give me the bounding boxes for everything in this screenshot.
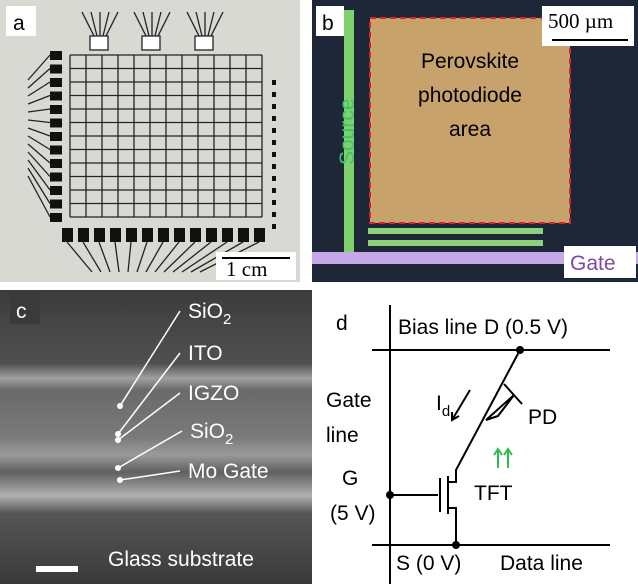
pad (110, 228, 121, 242)
pad (50, 65, 62, 74)
pad (142, 228, 153, 242)
leader-dot (117, 403, 123, 409)
layer-base: Mo Gate (188, 460, 269, 483)
panel-label: d (336, 312, 348, 335)
gate-voltage: (5 V) (330, 502, 376, 525)
pad (238, 228, 249, 242)
panel-label: a (13, 12, 25, 35)
pad (272, 128, 276, 133)
sem-image (0, 290, 312, 584)
figure: a 1 cm b 500 µm Perovskite photodiode area… (0, 0, 638, 584)
layer-label: Mo Gate (188, 460, 269, 483)
pad (50, 213, 62, 222)
current-arrow (452, 390, 470, 420)
pad (50, 146, 62, 155)
scale-label: 500 µm (548, 9, 613, 33)
pad (272, 80, 276, 85)
pad (50, 132, 62, 141)
current-label: Id (436, 392, 450, 420)
pad (50, 105, 62, 114)
pad (272, 140, 276, 145)
source-label: S (0 V) (396, 552, 461, 575)
channel-strip (368, 228, 543, 234)
pad (222, 228, 233, 242)
pad (206, 228, 217, 242)
pad (50, 119, 62, 128)
leader-dot (115, 437, 121, 443)
gate-label: G (342, 467, 358, 490)
region-label-line: Perovskite (421, 50, 519, 73)
pad (50, 159, 62, 168)
channel-strip (368, 240, 543, 246)
pad (50, 51, 62, 60)
node (516, 346, 524, 354)
pad (272, 188, 276, 193)
pad (62, 228, 73, 242)
pad (94, 228, 105, 242)
photodiode-label: PD (528, 406, 557, 429)
pad (50, 78, 62, 87)
pad (272, 164, 276, 169)
drain-label: D (0.5 V) (484, 316, 568, 339)
gate-label: Gate (570, 252, 616, 275)
layer-label: IGZO (188, 382, 239, 405)
leader-dot (115, 431, 121, 437)
layer-sub: 2 (223, 311, 231, 328)
pad (50, 200, 62, 209)
pad (272, 104, 276, 109)
source-wire (448, 508, 456, 545)
gate-line-label: Gate (326, 389, 372, 412)
layer-base: ITO (188, 342, 223, 365)
panel-label: b (322, 12, 334, 35)
pad (272, 92, 276, 97)
pad (190, 228, 201, 242)
region-label-line: area (449, 118, 491, 141)
layer-base: IGZO (188, 382, 239, 405)
transistor-label: TFT (474, 482, 513, 505)
pad (158, 228, 169, 242)
pad (126, 228, 137, 242)
pad (254, 228, 265, 242)
pad (272, 200, 276, 205)
layer-label: ITO (188, 342, 223, 365)
pad (50, 173, 62, 182)
layer-base: SiO (190, 420, 225, 443)
bias-line-label: Bias line (398, 316, 477, 339)
node (386, 491, 394, 499)
source-label: Source (336, 98, 359, 165)
layer-base: SiO (188, 300, 223, 323)
pad (272, 152, 276, 157)
panel-label: c (16, 300, 27, 323)
scale-label: 1 cm (226, 257, 267, 281)
pad (90, 36, 108, 50)
pad (78, 228, 89, 242)
pad (272, 212, 276, 217)
leader-dot (115, 465, 121, 471)
substrate-label: Glass substrate (108, 548, 254, 571)
light-arrows (494, 449, 512, 468)
leader-dot (117, 477, 123, 483)
node (452, 541, 460, 549)
pad (50, 186, 62, 195)
pad (272, 116, 276, 121)
pad (50, 92, 62, 101)
pad (272, 224, 276, 229)
region-label-line: photodiode (418, 84, 522, 107)
pad (272, 176, 276, 181)
pad (142, 36, 160, 50)
gate-line-label: line (326, 424, 359, 447)
pad (174, 228, 185, 242)
current-sub: d (442, 403, 450, 420)
pad (195, 36, 213, 50)
scale-bar (36, 566, 78, 572)
layer-sub: 2 (225, 431, 233, 448)
circuit (372, 305, 610, 584)
data-line-label: Data line (500, 552, 583, 575)
page: a 1 cm b 500 µm Perovskite photodiode area… (0, 0, 638, 584)
